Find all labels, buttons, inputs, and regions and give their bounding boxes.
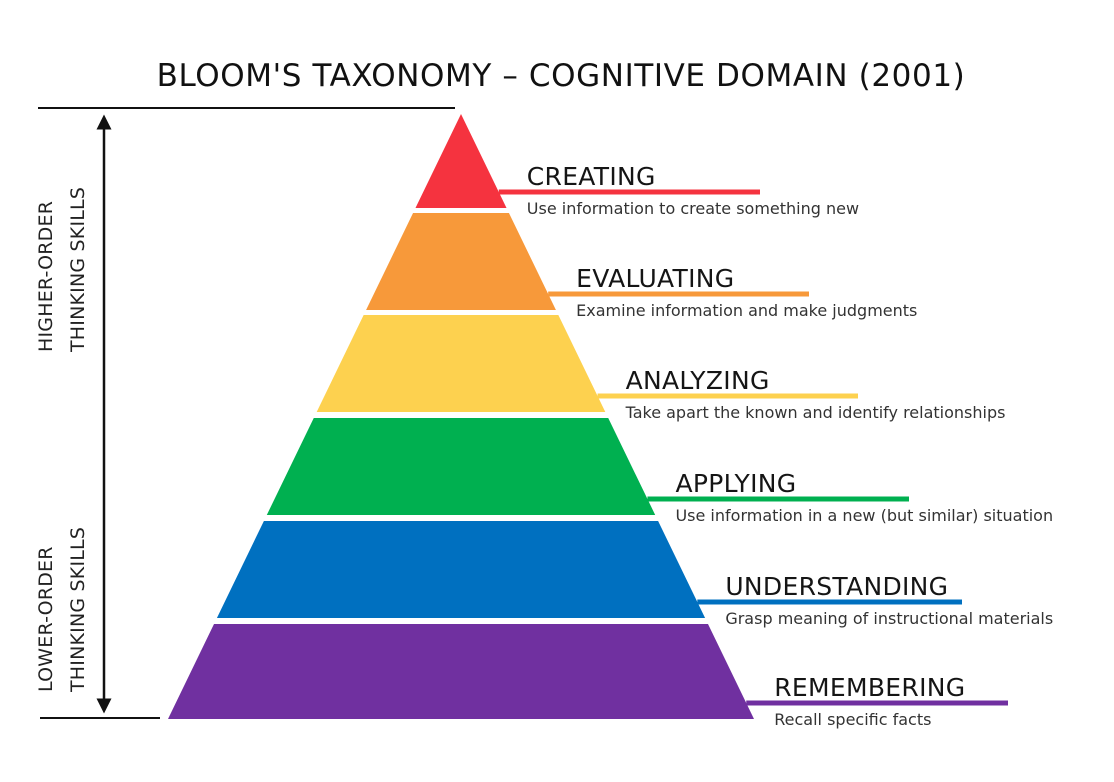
tier-remembering <box>168 624 754 719</box>
tier-applying <box>266 418 656 515</box>
level-name-evaluating: EVALUATING <box>576 264 734 293</box>
tier-evaluating <box>366 213 556 310</box>
higher-order-line-2: THINKING SKILLS <box>67 187 89 353</box>
tier-creating <box>415 114 507 208</box>
tier-analyzing <box>316 315 606 412</box>
level-name-applying: APPLYING <box>675 469 796 498</box>
lower-order-line-2: THINKING SKILLS <box>67 527 89 693</box>
lower-order-label: LOWER-ORDER THINKING SKILLS <box>35 527 89 693</box>
level-description-applying: Use information in a new (but similar) s… <box>675 506 1053 525</box>
higher-order-line-1: HIGHER-ORDER <box>35 201 57 352</box>
level-description-analyzing: Take apart the known and identify relati… <box>625 403 1006 422</box>
higher-order-label: HIGHER-ORDER THINKING SKILLS <box>35 187 89 353</box>
diagram-title: BLOOM'S TAXONOMY – COGNITIVE DOMAIN (200… <box>157 58 966 94</box>
level-description-understanding: Grasp meaning of instructional materials <box>725 609 1053 628</box>
level-name-analyzing: ANALYZING <box>626 366 770 395</box>
level-name-remembering: REMEMBERING <box>774 673 965 702</box>
level-description-evaluating: Examine information and make judgments <box>576 301 917 320</box>
lower-order-line-1: LOWER-ORDER <box>35 546 57 692</box>
level-description-creating: Use information to create something new <box>527 199 859 218</box>
level-name-understanding: UNDERSTANDING <box>725 572 948 601</box>
level-description-remembering: Recall specific facts <box>774 710 931 729</box>
tier-understanding <box>216 521 706 618</box>
pyramid: CREATING Use information to create someth… <box>168 114 1053 729</box>
level-name-creating: CREATING <box>527 162 656 191</box>
